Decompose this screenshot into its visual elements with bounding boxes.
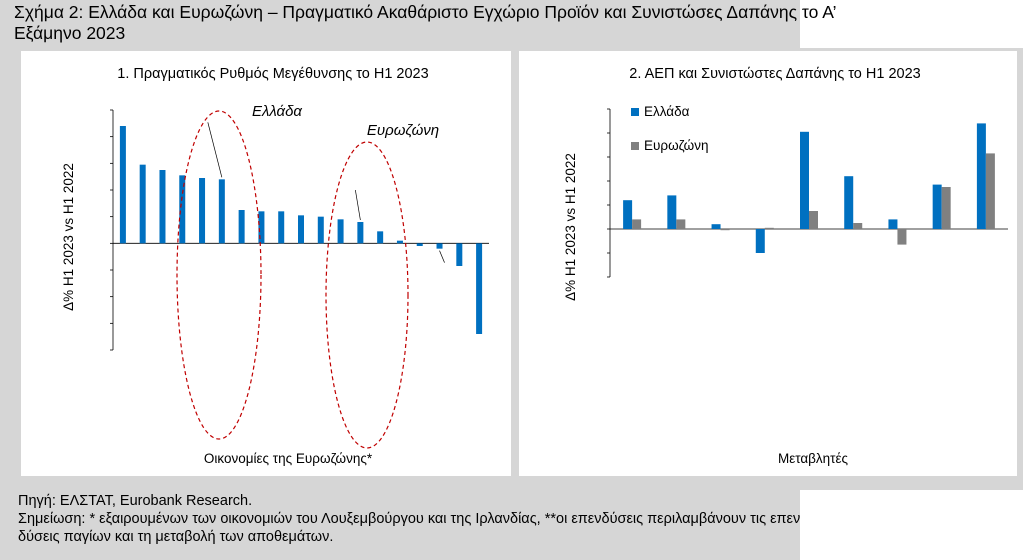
chart2-legend: Ελλάδα Ευρωζώνη — [631, 104, 708, 153]
chart1-bar — [139, 164, 146, 244]
chart2-bar-eurozone — [764, 227, 774, 229]
chart1-bar — [416, 243, 423, 246]
chart2-title: 2. ΑΕΠ και Συνιστώστες Δαπάνης το H1 202… — [629, 66, 920, 82]
chart2-xlabel: Μεταβλητές — [778, 451, 849, 466]
eurozone-highlight-ellipse — [325, 141, 409, 449]
chart1-bar — [298, 215, 304, 244]
figure-title-band: Σχήμα 2: Ελλάδα και Ευρωζώνη – Πραγματικ… — [0, 0, 837, 50]
chart1-bar — [337, 219, 344, 244]
greece-annotation: Ελλάδα — [252, 103, 302, 120]
growth-chart-panel: 1. Πραγματικός Ρυθμός Μεγέθυνσης το H1 2… — [21, 51, 511, 476]
chart2-bar-eurozone — [941, 187, 951, 229]
chart1-data-label-leader — [207, 122, 223, 178]
chart1-bar — [396, 240, 403, 244]
chart2-bar-greece — [667, 195, 677, 229]
chart2-bar-eurozone — [632, 219, 642, 229]
chart1-bar — [199, 178, 206, 244]
source-note: Πηγή: ΕΛΣΤΑΤ, Eurobank Research. — [18, 493, 253, 509]
figure-title-line2: Εξάμηνο 2023 — [14, 23, 126, 43]
chart2-bar-eurozone — [853, 223, 863, 229]
chart2-bar-greece — [976, 123, 986, 229]
chart2-bar-greece — [755, 229, 765, 253]
chart1-data-label-leader — [355, 189, 361, 221]
legend-swatch-greece — [631, 108, 639, 116]
chart2-bar-greece — [711, 224, 721, 229]
growth-chart: 1. Πραγματικός Ρυθμός Μεγέθυνσης το H1 2… — [61, 66, 489, 466]
chart1-bar — [357, 222, 364, 244]
chart1-bar — [278, 211, 285, 244]
chart1-bar — [476, 243, 483, 334]
chart1-xlabel: Οικονομίες της Ευρωζώνης* — [204, 451, 373, 466]
chart1-bar — [258, 211, 265, 244]
chart2-bar-eurozone — [720, 229, 730, 231]
components-chart-panel: 2. ΑΕΠ και Συνιστώστες Δαπάνης το H1 202… — [519, 51, 1017, 476]
legend-label-eurozone: Ευρωζώνη — [644, 138, 708, 153]
chart2-bar-greece — [623, 200, 633, 229]
footnote-line2: δύσεις παγίων και τη μεταβολή των αποθεμ… — [18, 529, 334, 545]
eurozone-annotation: Ευρωζώνη — [367, 122, 439, 139]
chart1-title: 1. Πραγματικός Ρυθμός Μεγέθυνσης το H1 2… — [117, 66, 428, 82]
chart1-ylabel: Δ% H1 2023 vs H1 2022 — [61, 163, 76, 311]
legend-label-greece: Ελλάδα — [644, 104, 690, 119]
chart1-bar — [179, 175, 186, 244]
chart2-bar-greece — [932, 184, 942, 229]
chart1-data-label-leader — [439, 250, 445, 263]
components-chart: 2. ΑΕΠ και Συνιστώστες Δαπάνης το H1 202… — [563, 66, 1008, 466]
chart2-bar-eurozone — [809, 211, 818, 229]
legend-swatch-eurozone — [631, 142, 639, 150]
figure-title: Σχήμα 2: Ελλάδα και Ευρωζώνη – Πραγματικ… — [14, 2, 1014, 44]
figure-title-line1: Σχήμα 2: Ελλάδα και Ευρωζώνη – Πραγματικ… — [14, 2, 837, 22]
chart2-bar-greece — [800, 131, 809, 229]
page-margin — [800, 490, 1023, 560]
chart1-bar — [436, 243, 443, 249]
chart1-bar — [456, 243, 463, 266]
chart2-ylabel: Δ% H1 2023 vs H1 2022 — [563, 153, 578, 301]
chart2-bar-greece — [888, 219, 898, 229]
chart1-bar — [317, 216, 324, 244]
greece-highlight-ellipse — [176, 110, 262, 440]
chart2-bar-greece — [844, 176, 854, 229]
footnote-line1: Σημείωση: * εξαιρουμένων των οικονομιών … — [18, 511, 806, 527]
chart1-bar — [159, 170, 166, 244]
chart2-bar-eurozone — [676, 219, 686, 229]
chart1-bar — [218, 179, 225, 244]
chart1-bar — [119, 126, 126, 244]
chart1-bar — [377, 231, 384, 244]
chart1-bar — [238, 210, 245, 244]
figure-footer: Πηγή: ΕΛΣΤΑΤ, Eurobank Research. Σημείωσ… — [0, 490, 805, 560]
chart2-bar-eurozone — [897, 229, 907, 245]
chart2-bar-eurozone — [985, 153, 995, 229]
